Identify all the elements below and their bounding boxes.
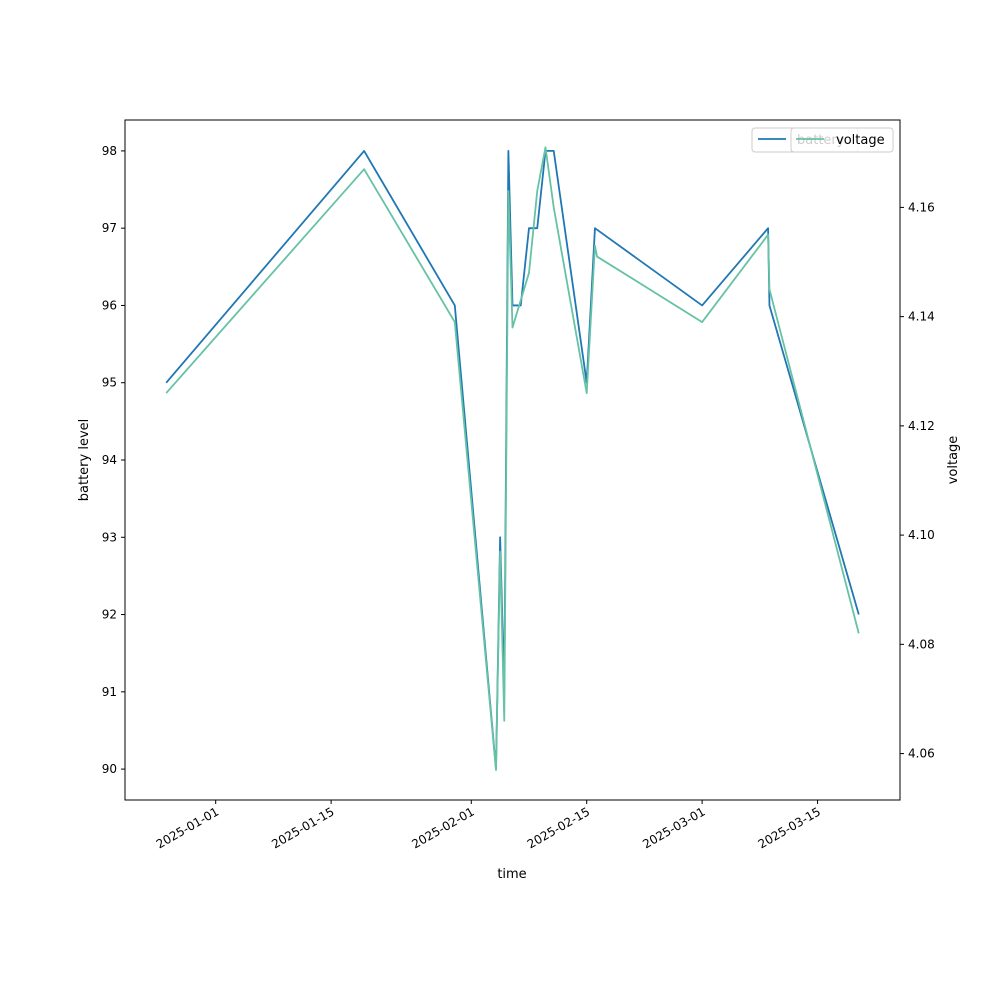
legend-voltage: voltage	[790, 127, 894, 153]
series-lines	[165, 146, 860, 771]
y-left-tick-label: 94	[102, 453, 117, 467]
plot-frame	[124, 119, 901, 801]
y-left-tick-label: 97	[102, 221, 117, 235]
x-tick-label: 2025-02-15	[525, 804, 592, 851]
series-line-voltage	[165, 146, 860, 771]
y-right-tick-label: 4.12	[908, 419, 935, 433]
y-right-tick-label: 4.10	[908, 528, 935, 542]
legend-voltage-box	[790, 127, 894, 153]
x-tick-label: 2025-03-15	[756, 804, 823, 851]
y-axis-left: 90 91 92 93 94 95 96 97 98	[102, 144, 125, 776]
y-right-tick-label: 4.14	[908, 310, 935, 324]
x-tick-label: 2025-02-01	[409, 804, 476, 851]
y-right-tick-label: 4.06	[908, 747, 935, 761]
y-axis-left-title: battery level	[77, 419, 92, 502]
x-tick-label: 2025-01-01	[154, 804, 221, 851]
legend-voltage-label: voltage	[836, 133, 885, 148]
series-line-battery	[165, 150, 860, 770]
y-left-tick-label: 93	[102, 530, 117, 544]
x-tick-label: 2025-01-15	[269, 804, 336, 851]
y-left-tick-label: 92	[102, 608, 117, 622]
x-axis: 2025-01-01 2025-01-15 2025-02-01 2025-02-15…	[154, 800, 823, 851]
y-right-tick-label: 4.08	[908, 637, 935, 651]
y-axis-right: 4.06 4.08 4.10 4.12 4.14 4.16	[900, 200, 935, 761]
y-left-tick-label: 98	[102, 144, 117, 158]
x-axis-title: time	[497, 867, 526, 882]
y-left-tick-label: 95	[102, 376, 117, 390]
y-right-tick-label: 4.16	[908, 200, 935, 214]
x-tick-label: 2025-03-01	[640, 804, 707, 851]
y-left-tick-label: 96	[102, 298, 117, 312]
y-left-tick-label: 90	[102, 762, 117, 776]
y-left-tick-label: 91	[102, 685, 117, 699]
y-axis-right-title: voltage	[946, 436, 961, 485]
